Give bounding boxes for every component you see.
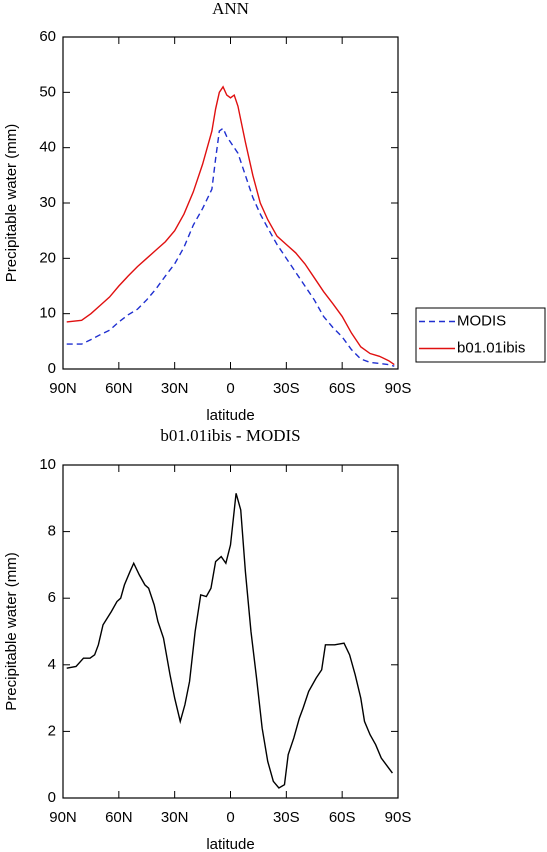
y-tick-label: 0 <box>48 360 56 377</box>
y-axis-label: Precipitable water (mm) <box>3 552 20 710</box>
x-tick-label: 90S <box>385 809 412 826</box>
x-tick-label: 90N <box>49 809 77 826</box>
y-tick-label: 60 <box>39 28 56 45</box>
data-line <box>66 85 395 366</box>
x-tick-label: 30S <box>273 809 300 826</box>
plot-frame <box>62 36 399 370</box>
legend-label: b01.01ibis <box>457 339 525 356</box>
x-tick-label: 60S <box>329 809 356 826</box>
y-tick-label: 0 <box>48 789 56 806</box>
chart-title: b01.01ibis - MODIS <box>160 426 300 445</box>
plot-frame <box>62 464 399 799</box>
data-line <box>66 493 393 789</box>
y-tick-label: 4 <box>48 656 56 673</box>
y-tick-label: 40 <box>39 139 56 156</box>
y-axis-label: Precipitable water (mm) <box>3 124 20 282</box>
chart-title: ANN <box>212 0 249 18</box>
data-line <box>66 127 395 367</box>
y-tick-label: 2 <box>48 722 56 739</box>
x-tick-label: 30S <box>273 380 300 397</box>
x-axis-label: latitude <box>206 407 254 424</box>
y-tick-label: 10 <box>39 305 56 322</box>
legend-label: MODIS <box>457 312 506 329</box>
x-tick-label: 60N <box>105 380 133 397</box>
y-tick-label: 8 <box>48 523 56 540</box>
x-tick-label: 0 <box>226 809 234 826</box>
y-tick-label: 20 <box>39 249 56 266</box>
x-tick-label: 90S <box>385 380 412 397</box>
y-tick-label: 50 <box>39 83 56 100</box>
x-tick-label: 30N <box>161 380 189 397</box>
x-tick-label: 30N <box>161 809 189 826</box>
y-tick-label: 10 <box>39 456 56 473</box>
y-tick-label: 6 <box>48 589 56 606</box>
x-tick-label: 90N <box>49 380 77 397</box>
x-tick-label: 60S <box>329 380 356 397</box>
x-tick-label: 0 <box>226 380 234 397</box>
legend-box <box>415 307 546 363</box>
y-tick-label: 30 <box>39 194 56 211</box>
x-axis-label: latitude <box>206 836 254 852</box>
x-tick-label: 60N <box>105 809 133 826</box>
